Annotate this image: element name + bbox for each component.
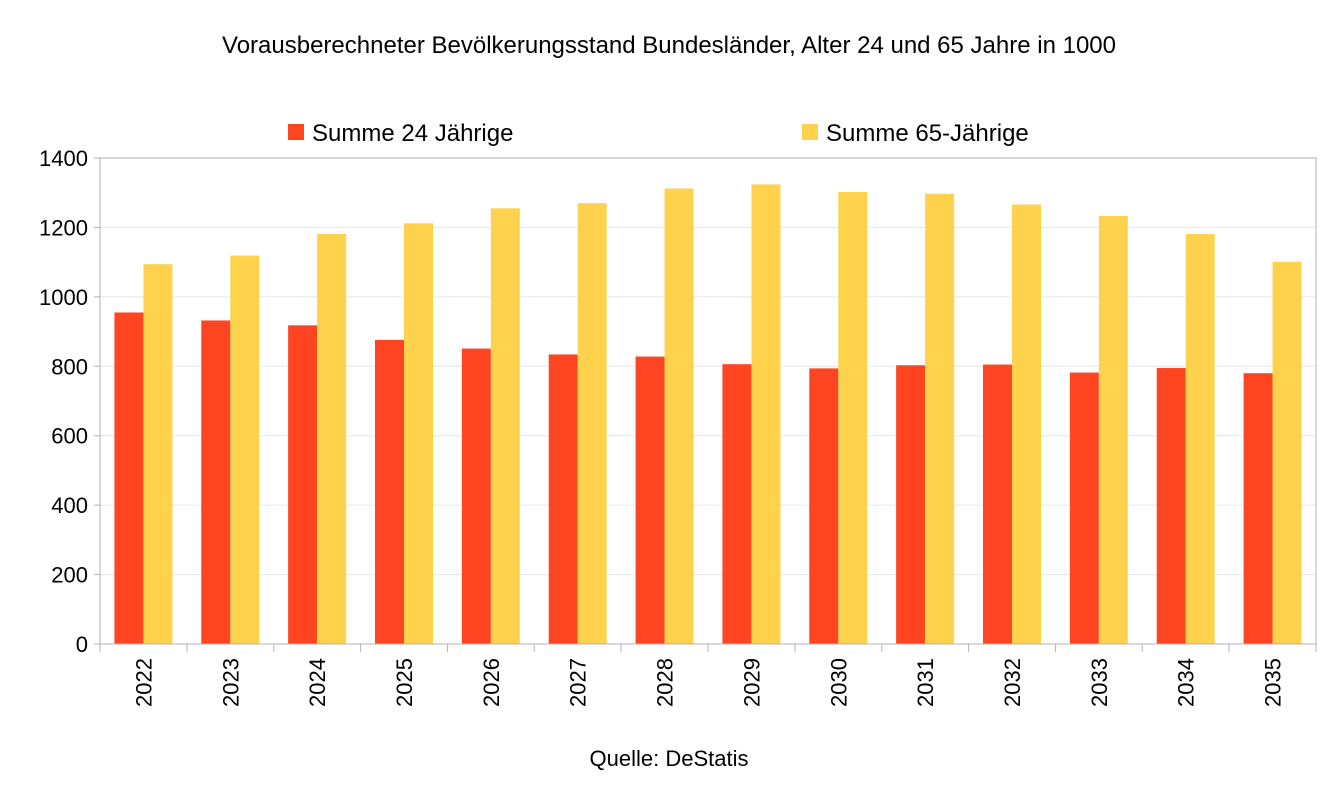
x-tick-label: 2032 bbox=[1000, 658, 1025, 707]
bar-24-jaehrige-2032 bbox=[983, 364, 1012, 644]
bars bbox=[114, 184, 1302, 645]
bar-24-jaehrige-2025 bbox=[375, 339, 404, 644]
legend-label-65-jaehrige: Summe 65-Jährige bbox=[826, 120, 1029, 147]
bar-24-jaehrige-2033 bbox=[1069, 372, 1099, 644]
bar-65-jaehrige-2026 bbox=[490, 208, 520, 645]
legend-swatch-24-jaehrige bbox=[288, 124, 304, 140]
bar-65-jaehrige-2035 bbox=[1272, 261, 1302, 644]
gridlines bbox=[100, 157, 1316, 645]
bar-65-jaehrige-2025 bbox=[404, 223, 433, 644]
bar-65-jaehrige-2024 bbox=[317, 234, 347, 644]
y-axis-ticks: 0 200 400 600 800 1000 1200 1400 bbox=[39, 146, 100, 657]
y-tick-label: 0 bbox=[76, 632, 88, 657]
bar-65-jaehrige-2031 bbox=[925, 193, 955, 644]
legend-label-24-jaehrige: Summe 24 Jährige bbox=[312, 120, 513, 147]
x-tick-label: 2026 bbox=[479, 658, 504, 707]
bar-24-jaehrige-2031 bbox=[896, 365, 926, 644]
x-tick-label: 2029 bbox=[739, 658, 764, 707]
x-tick-label: 2023 bbox=[218, 658, 243, 707]
x-tick-label: 2025 bbox=[392, 658, 417, 707]
plot-frame bbox=[99, 157, 1317, 645]
y-tick-label: 600 bbox=[51, 424, 88, 449]
axes bbox=[99, 157, 1317, 645]
bar-24-jaehrige-2023 bbox=[201, 320, 231, 644]
y-tick-label: 400 bbox=[51, 493, 88, 518]
bar-24-jaehrige-2035 bbox=[1243, 373, 1273, 644]
x-tick-label: 2031 bbox=[913, 658, 938, 707]
legend-swatch-65-jaehrige bbox=[802, 124, 818, 140]
y-tick-label: 800 bbox=[51, 354, 88, 379]
bar-24-jaehrige-2022 bbox=[114, 312, 144, 644]
bar-24-jaehrige-2028 bbox=[635, 356, 665, 644]
bar-65-jaehrige-2034 bbox=[1185, 234, 1215, 644]
x-tick-label: 2024 bbox=[305, 658, 330, 707]
x-tick-label: 2022 bbox=[131, 658, 156, 707]
bar-24-jaehrige-2029 bbox=[722, 364, 752, 644]
y-tick-label: 1000 bbox=[39, 285, 88, 310]
y-tick-label: 1200 bbox=[39, 215, 88, 240]
x-axis-ticks: 2022 2023 2024 2025 2026 2027 2028 2029 2030 2031… bbox=[99, 644, 1317, 707]
bar-65-jaehrige-2029 bbox=[751, 184, 781, 644]
bar-65-jaehrige-2030 bbox=[838, 192, 868, 644]
bar-24-jaehrige-2030 bbox=[809, 368, 839, 644]
bar-24-jaehrige-2034 bbox=[1156, 368, 1186, 644]
x-tick-label: 2034 bbox=[1174, 658, 1199, 707]
x-tick-label: 2027 bbox=[566, 658, 591, 707]
y-tick-label: 200 bbox=[51, 563, 88, 588]
x-tick-label: 2035 bbox=[1261, 658, 1286, 707]
bar-65-jaehrige-2032 bbox=[1012, 204, 1041, 644]
x-tick-label: 2033 bbox=[1087, 658, 1112, 707]
bar-65-jaehrige-2023 bbox=[230, 255, 260, 644]
bar-65-jaehrige-2022 bbox=[143, 264, 173, 644]
x-tick-label: 2030 bbox=[826, 658, 851, 707]
bar-24-jaehrige-2026 bbox=[461, 348, 491, 644]
chart-title: Vorausberechneter Bevölkerungsstand Bund… bbox=[222, 32, 1116, 59]
y-tick-label: 1400 bbox=[39, 146, 88, 171]
legend: Summe 24 Jährige Summe 65-Jährige bbox=[288, 120, 1029, 147]
chart-source: Quelle: DeStatis bbox=[590, 746, 749, 771]
x-tick-label: 2028 bbox=[653, 658, 678, 707]
bar-24-jaehrige-2027 bbox=[548, 354, 578, 644]
bar-65-jaehrige-2033 bbox=[1098, 215, 1128, 645]
bar-65-jaehrige-2027 bbox=[577, 203, 607, 644]
bar-24-jaehrige-2024 bbox=[288, 325, 318, 644]
bar-65-jaehrige-2028 bbox=[664, 188, 694, 644]
